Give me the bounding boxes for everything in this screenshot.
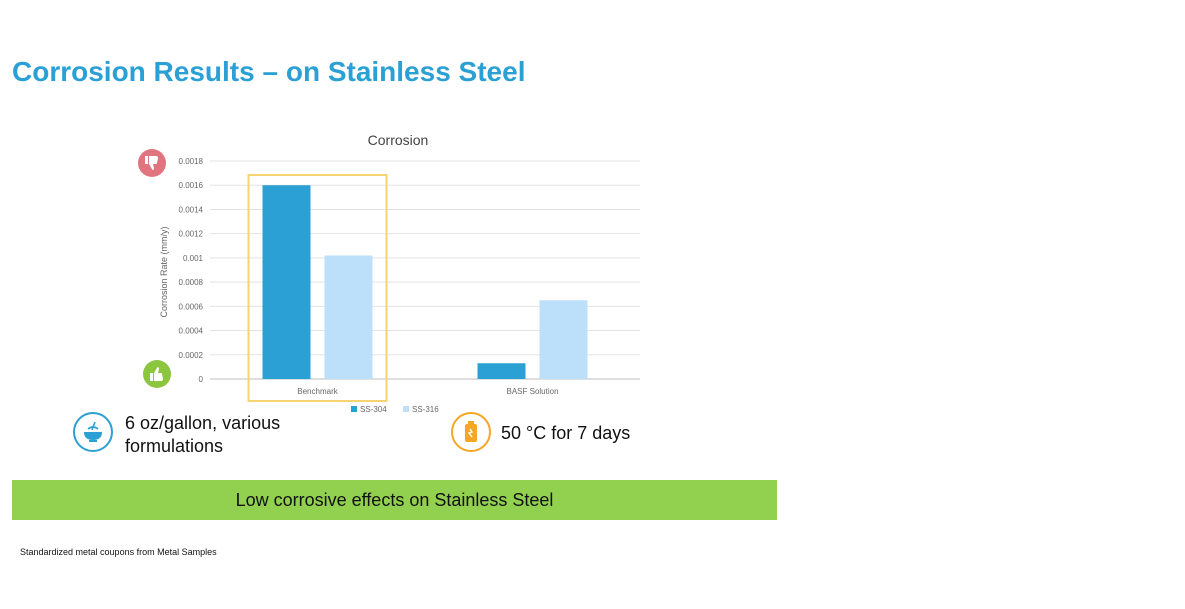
y-tick-label: 0.0018	[179, 157, 204, 166]
legend-swatch	[351, 406, 357, 412]
summary-banner: Low corrosive effects on Stainless Steel	[12, 480, 777, 520]
legend-swatch	[403, 406, 409, 412]
bowl-icon	[84, 421, 102, 442]
x-category-label: BASF Solution	[506, 387, 558, 396]
y-tick-label: 0.0004	[179, 327, 204, 336]
y-tick-label: 0.0012	[179, 230, 204, 239]
bar-ss-304-basf-solution	[477, 363, 526, 379]
y-tick-label: 0	[199, 375, 204, 384]
benchmark-highlight-box	[247, 174, 388, 402]
y-tick-label: 0.001	[183, 254, 204, 263]
bar-ss-316-benchmark	[324, 255, 373, 379]
corrosion-chart: Corrosion Corrosion Rate (mm/y) 0 0.0002 0…	[159, 132, 640, 414]
concentration-text: 6 oz/gallon, various formulations	[125, 413, 281, 456]
legend-label: SS-316	[412, 405, 439, 414]
bar-ss-304-benchmark	[262, 185, 311, 379]
x-category-label: Benchmark	[297, 387, 338, 396]
thumbs-up-icon	[150, 367, 163, 381]
thumbs-down-icon	[145, 156, 158, 170]
footnote: Standardized metal coupons from Metal Sa…	[20, 547, 217, 557]
thumbs-up-badge	[143, 360, 171, 388]
chart-title: Corrosion	[368, 132, 429, 148]
y-tick-label: 0.0014	[179, 205, 204, 214]
heated-bottle-icon	[465, 421, 477, 442]
temperature-icon-circle	[451, 412, 491, 452]
bar-ss-316-basf-solution	[539, 300, 588, 379]
chart-legend: SS-304 SS-316	[351, 405, 439, 414]
thumbs-down-badge	[138, 149, 166, 177]
y-tick-label: 0.0002	[179, 351, 204, 360]
temperature-text: 50 °C for 7 days	[501, 423, 631, 443]
concentration-icon-circle	[73, 412, 113, 452]
y-tick-label: 0.0016	[179, 181, 204, 190]
y-axis-label: Corrosion Rate (mm/y)	[159, 226, 169, 317]
legend-label: SS-304	[360, 405, 387, 414]
y-tick-label: 0.0006	[179, 302, 204, 311]
slide-title: Corrosion Results – on Stainless Steel	[12, 56, 526, 87]
y-tick-label: 0.0008	[179, 278, 204, 287]
